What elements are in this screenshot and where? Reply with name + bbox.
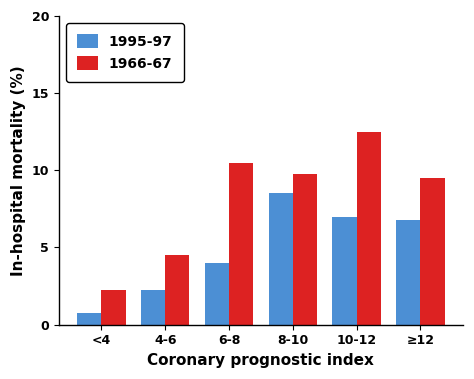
Bar	[229, 163, 253, 324]
Bar	[165, 255, 190, 324]
Bar	[269, 194, 293, 324]
Bar	[77, 313, 101, 324]
Bar	[396, 221, 420, 324]
Bar	[141, 290, 165, 324]
Bar	[205, 263, 229, 324]
Y-axis label: In-hospital mortality (%): In-hospital mortality (%)	[11, 65, 26, 276]
X-axis label: Coronary prognostic index: Coronary prognostic index	[147, 353, 374, 368]
Bar	[420, 178, 445, 324]
Bar	[101, 290, 126, 324]
Bar	[332, 217, 356, 324]
Bar	[293, 174, 317, 324]
Legend: 1995-97, 1966-67: 1995-97, 1966-67	[66, 23, 184, 82]
Bar	[356, 132, 381, 324]
